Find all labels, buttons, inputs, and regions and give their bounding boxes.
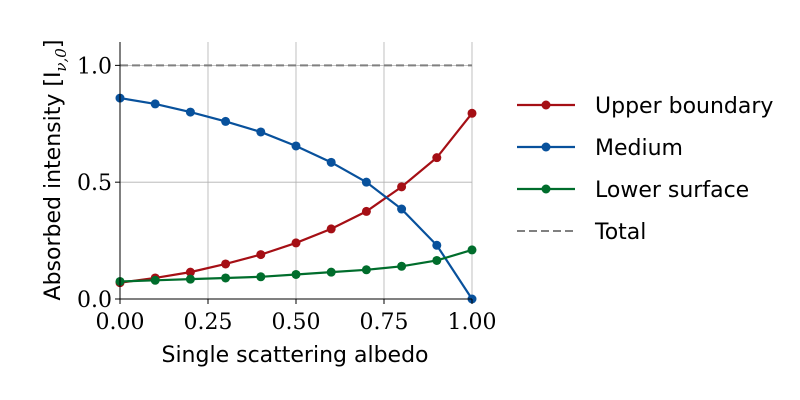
series-2-point-7 xyxy=(361,265,371,275)
series-0-point-3 xyxy=(221,259,231,269)
series-2-point-2 xyxy=(185,274,195,284)
x-axis-label: Single scattering albedo xyxy=(161,343,428,368)
x-tick-label-2: 0.50 xyxy=(272,310,321,335)
series-0-point-6 xyxy=(326,224,336,234)
ticks: 0.00 0.25 0.50 0.75 1.00 0.0 0.5 1.0 xyxy=(77,54,496,335)
legend-label-1: Medium xyxy=(595,136,683,161)
series-1-point-4 xyxy=(256,127,266,137)
series-1-point-3 xyxy=(221,116,231,126)
legend-label-0: Upper boundary xyxy=(595,94,773,119)
x-tick-label-3: 0.75 xyxy=(360,310,409,335)
x-tick-label-4: 1.00 xyxy=(448,310,497,335)
y-tick-label-0: 0.0 xyxy=(77,288,112,313)
series-1-point-5 xyxy=(291,141,301,151)
legend-label-2: Lower surface xyxy=(595,178,749,203)
series-1-point-7 xyxy=(361,177,371,187)
series-2-point-3 xyxy=(221,273,231,283)
y-axis-label-subscript: ν,0 xyxy=(52,48,70,72)
series-1-point-8 xyxy=(397,204,407,214)
legend-swatch-marker-0 xyxy=(541,100,551,110)
series-1-point-2 xyxy=(185,107,195,117)
series-2-point-9 xyxy=(432,255,442,265)
y-axis-label: Absorbed intensity [Iν,0] xyxy=(41,40,70,301)
series-1-point-9 xyxy=(432,240,442,250)
y-axis-label-main: Absorbed intensity [I xyxy=(41,72,66,301)
legend-entry-0: Upper boundary xyxy=(517,94,773,119)
legend-entry-2: Lower surface xyxy=(517,178,749,203)
series-0-point-10 xyxy=(467,108,477,118)
legend-label-3: Total xyxy=(594,220,646,245)
x-tick-label-1: 0.25 xyxy=(184,310,233,335)
y-tick-label-1: 0.5 xyxy=(77,171,112,196)
series-2-point-6 xyxy=(326,267,336,277)
series-0-point-9 xyxy=(432,153,442,163)
series-0-point-8 xyxy=(397,182,407,192)
y-tick-label-2: 1.0 xyxy=(77,54,112,79)
series-2-point-10 xyxy=(467,245,477,255)
series-0-point-2 xyxy=(185,267,195,277)
series-2 xyxy=(115,245,477,286)
x-tick-label-0: 0.00 xyxy=(96,310,145,335)
series-0-point-5 xyxy=(291,238,301,248)
series-1 xyxy=(115,93,477,304)
series-1-point-6 xyxy=(326,157,336,167)
series-2-point-8 xyxy=(397,261,407,271)
series-1-point-1 xyxy=(150,99,160,109)
legend-entry-3: Total xyxy=(517,220,646,245)
series-layer xyxy=(115,64,477,304)
series-0 xyxy=(115,108,477,288)
y-axis-label-close: ] xyxy=(41,40,66,49)
legend-swatch-marker-1 xyxy=(541,142,551,152)
legend-swatch-marker-2 xyxy=(541,184,551,194)
series-2-point-5 xyxy=(291,269,301,279)
series-0-point-4 xyxy=(256,250,266,260)
legend-entry-1: Medium xyxy=(517,136,683,161)
legend: Upper boundary Medium Lower surface Total xyxy=(517,94,773,245)
series-0-point-7 xyxy=(361,206,371,216)
grid xyxy=(119,42,473,300)
series-2-point-1 xyxy=(150,275,160,285)
series-2-point-4 xyxy=(256,272,266,282)
